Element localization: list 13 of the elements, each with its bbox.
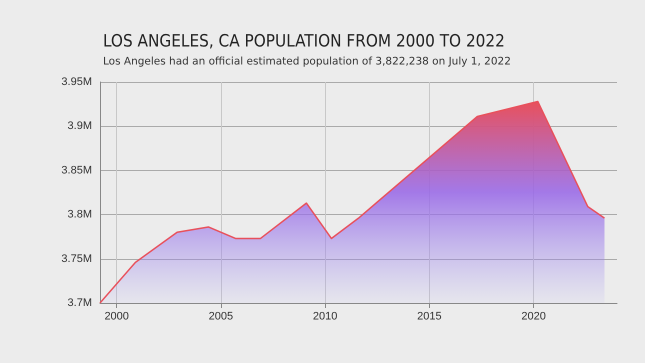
y-tick-label: 3.8M bbox=[68, 208, 92, 221]
x-tick-label: 2005 bbox=[208, 310, 234, 322]
chart-subtitle: Los Angeles had an official estimated population of 3,822,238 on July 1, 2022 bbox=[103, 56, 511, 68]
y-tick-label: 3.95M bbox=[61, 76, 92, 88]
x-tick-label: 2020 bbox=[521, 310, 546, 322]
y-tick-label: 3.75M bbox=[61, 252, 92, 265]
y-tick-label: 3.85M bbox=[61, 164, 92, 176]
chart-title: LOS ANGELES, CA POPULATION FROM 2000 TO 2022 bbox=[103, 32, 505, 52]
x-tick-label: 2015 bbox=[417, 310, 442, 322]
y-tick-label: 3.7M bbox=[68, 297, 92, 309]
x-tick-label: 2010 bbox=[312, 310, 338, 322]
x-tick-label: 2000 bbox=[104, 310, 129, 322]
y-tick-label: 3.9M bbox=[68, 120, 92, 132]
